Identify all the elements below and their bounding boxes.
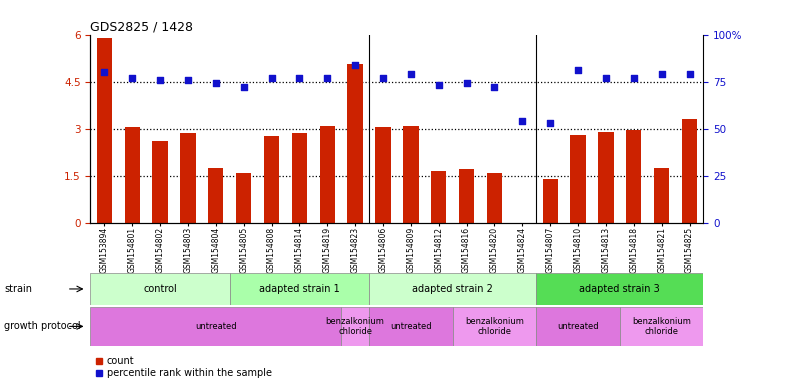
Bar <box>403 126 418 223</box>
Bar <box>152 141 167 223</box>
Point <box>544 120 556 126</box>
Text: untreated: untreated <box>557 322 599 331</box>
Bar <box>620 307 703 346</box>
Bar <box>431 171 446 223</box>
Point <box>627 75 640 81</box>
Text: adapted strain 1: adapted strain 1 <box>259 284 340 294</box>
Bar <box>487 172 502 223</box>
Bar <box>347 65 363 223</box>
Bar <box>459 169 474 223</box>
Point <box>182 77 194 83</box>
Point <box>432 82 445 88</box>
Bar <box>626 130 641 223</box>
Bar <box>536 273 703 305</box>
Point <box>98 69 111 75</box>
Text: adapted strain 3: adapted strain 3 <box>579 284 660 294</box>
Bar <box>320 126 335 223</box>
Point <box>683 71 696 77</box>
Legend: count, percentile rank within the sample: count, percentile rank within the sample <box>95 356 272 378</box>
Point <box>154 77 167 83</box>
Point <box>265 75 277 81</box>
Text: growth protocol: growth protocol <box>4 321 80 331</box>
Bar <box>682 119 697 223</box>
Bar <box>571 135 586 223</box>
Point <box>571 67 584 73</box>
Bar <box>208 168 223 223</box>
Text: control: control <box>143 284 177 294</box>
Bar <box>369 273 536 305</box>
Bar <box>376 127 391 223</box>
Text: adapted strain 2: adapted strain 2 <box>412 284 493 294</box>
Bar <box>264 136 279 223</box>
Point <box>210 80 222 86</box>
Text: strain: strain <box>4 284 32 294</box>
Point <box>516 118 529 124</box>
Text: benzalkonium
chloride: benzalkonium chloride <box>465 317 524 336</box>
Bar <box>654 168 670 223</box>
Bar <box>536 307 620 346</box>
Bar <box>90 273 230 305</box>
Bar <box>230 273 369 305</box>
Point <box>488 84 501 90</box>
Bar <box>236 172 252 223</box>
Bar <box>542 179 558 223</box>
Text: benzalkonium
chloride: benzalkonium chloride <box>325 317 384 336</box>
Point <box>349 61 362 68</box>
Bar <box>341 307 369 346</box>
Bar <box>180 133 196 223</box>
Bar <box>97 38 112 223</box>
Text: GDS2825 / 1428: GDS2825 / 1428 <box>90 20 193 33</box>
Text: benzalkonium
chloride: benzalkonium chloride <box>632 317 691 336</box>
Text: untreated: untreated <box>390 322 432 331</box>
Bar <box>124 127 140 223</box>
Text: untreated: untreated <box>195 322 237 331</box>
Bar <box>292 133 307 223</box>
Point <box>321 75 333 81</box>
Point <box>405 71 417 77</box>
Bar <box>453 307 536 346</box>
Point <box>237 84 250 90</box>
Point <box>126 75 138 81</box>
Point <box>600 75 612 81</box>
Point <box>656 71 668 77</box>
Bar <box>598 132 614 223</box>
Bar <box>90 307 341 346</box>
Bar <box>369 307 453 346</box>
Point <box>293 75 306 81</box>
Point <box>461 80 473 86</box>
Point <box>376 75 389 81</box>
